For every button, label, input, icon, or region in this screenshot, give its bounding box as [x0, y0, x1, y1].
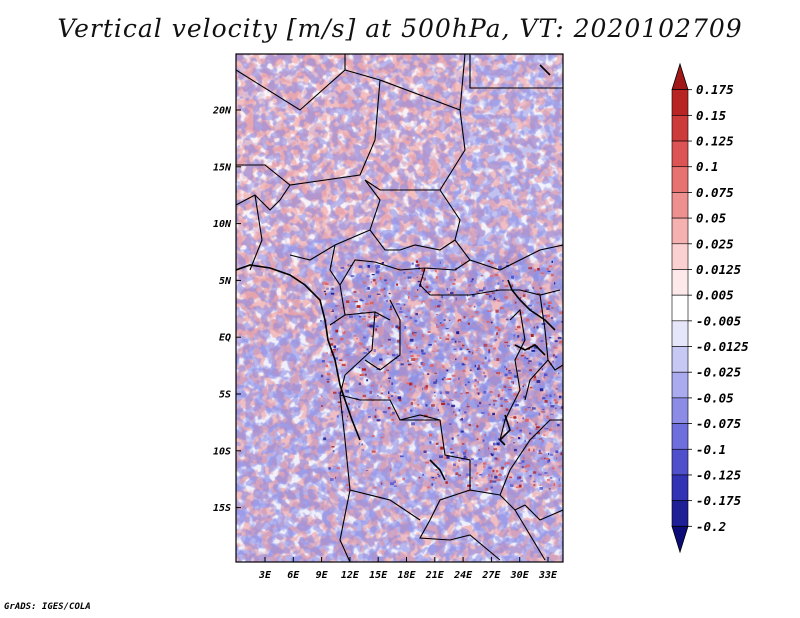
coastline — [236, 64, 556, 481]
colorbar-segment — [671, 371, 689, 399]
colorbar-label: 0.075 — [696, 185, 734, 200]
grads-credit: GrADS: IGES/COLA — [4, 602, 91, 612]
colorbar-segment — [671, 269, 689, 296]
colorbar-label: -0.075 — [696, 416, 742, 431]
colorbar-label: -0.05 — [696, 390, 734, 405]
latitude-axis: 20N 15N 10N 5N EQ 5S 10S 15S — [212, 106, 241, 514]
velocity-field — [236, 54, 563, 562]
colorbar-segment — [671, 500, 689, 527]
colorbar-label: 0.0125 — [696, 262, 742, 277]
colorbar-segment — [671, 474, 689, 501]
colorbar-label: -0.0125 — [696, 339, 749, 354]
colorbar-segment — [671, 294, 689, 322]
lon-label: 33E — [538, 570, 558, 581]
colorbar-label: -0.025 — [696, 365, 742, 380]
lon-label: 18E — [397, 570, 416, 581]
chart-title: Vertical velocity [m/s] at 500hPa, VT: 2… — [57, 14, 743, 43]
lon-label: 3E — [258, 570, 272, 581]
lon-label: 9E — [316, 570, 329, 581]
colorbar-label: -0.1 — [696, 442, 726, 457]
colorbar-segment — [671, 448, 689, 476]
colorbar-segment — [671, 140, 689, 168]
lon-label: 15E — [369, 570, 388, 581]
colorbar-segment — [671, 423, 689, 450]
colorbar-segment — [671, 243, 689, 270]
lon-label: 21E — [425, 570, 445, 581]
colorbar-segment — [671, 217, 689, 245]
map-frame — [235, 53, 564, 563]
colorbar-label: 0.175 — [696, 82, 734, 97]
colorbar-label: -0.175 — [696, 493, 742, 508]
colorbar-label: 0.1 — [696, 159, 719, 174]
lon-label: 30E — [510, 570, 530, 581]
lat-label: 10S — [213, 446, 231, 457]
lon-label: 27E — [481, 570, 501, 581]
lat-label: 5N — [219, 276, 232, 287]
colorbar-segment — [671, 166, 689, 193]
lat-label: 20N — [212, 106, 232, 117]
colorbar-segment — [671, 115, 689, 142]
colorbar-label: 0.025 — [696, 236, 734, 251]
colorbar-label: -0.2 — [696, 519, 726, 534]
colorbar-segment — [671, 525, 689, 554]
colorbar-segment — [671, 320, 689, 347]
lon-label: 6E — [287, 570, 300, 581]
lat-label: 15N — [213, 162, 232, 173]
colorbar: 0.175 0.15 0.125 0.1 0.075 0.05 0.025 0.0125 0.0… — [671, 62, 749, 554]
colorbar-label: -0.125 — [696, 467, 742, 482]
colorbar-label: 0.15 — [696, 108, 727, 123]
colorbar-segment — [671, 397, 689, 424]
colorbar-label: 0.005 — [696, 288, 734, 303]
lon-label: 12E — [341, 570, 360, 581]
lat-label: 5S — [219, 390, 231, 401]
lon-label: 24E — [453, 570, 473, 581]
political-boundaries — [236, 54, 563, 562]
colorbar-segment — [671, 192, 689, 219]
colorbar-label: -0.005 — [696, 313, 742, 328]
colorbar-label: 0.125 — [696, 134, 734, 149]
colorbar-segment — [671, 346, 689, 373]
lat-label: 10N — [213, 219, 232, 230]
lat-label: EQ — [219, 333, 231, 344]
longitude-axis: 3E 6E 9E 12E 15E 18E 21E 24E 27E 30E 33E — [258, 557, 558, 581]
colorbar-label: 0.05 — [696, 211, 727, 226]
colorbar-segment — [671, 89, 689, 116]
lat-label: 15S — [213, 503, 231, 514]
colorbar-segment — [671, 62, 689, 91]
